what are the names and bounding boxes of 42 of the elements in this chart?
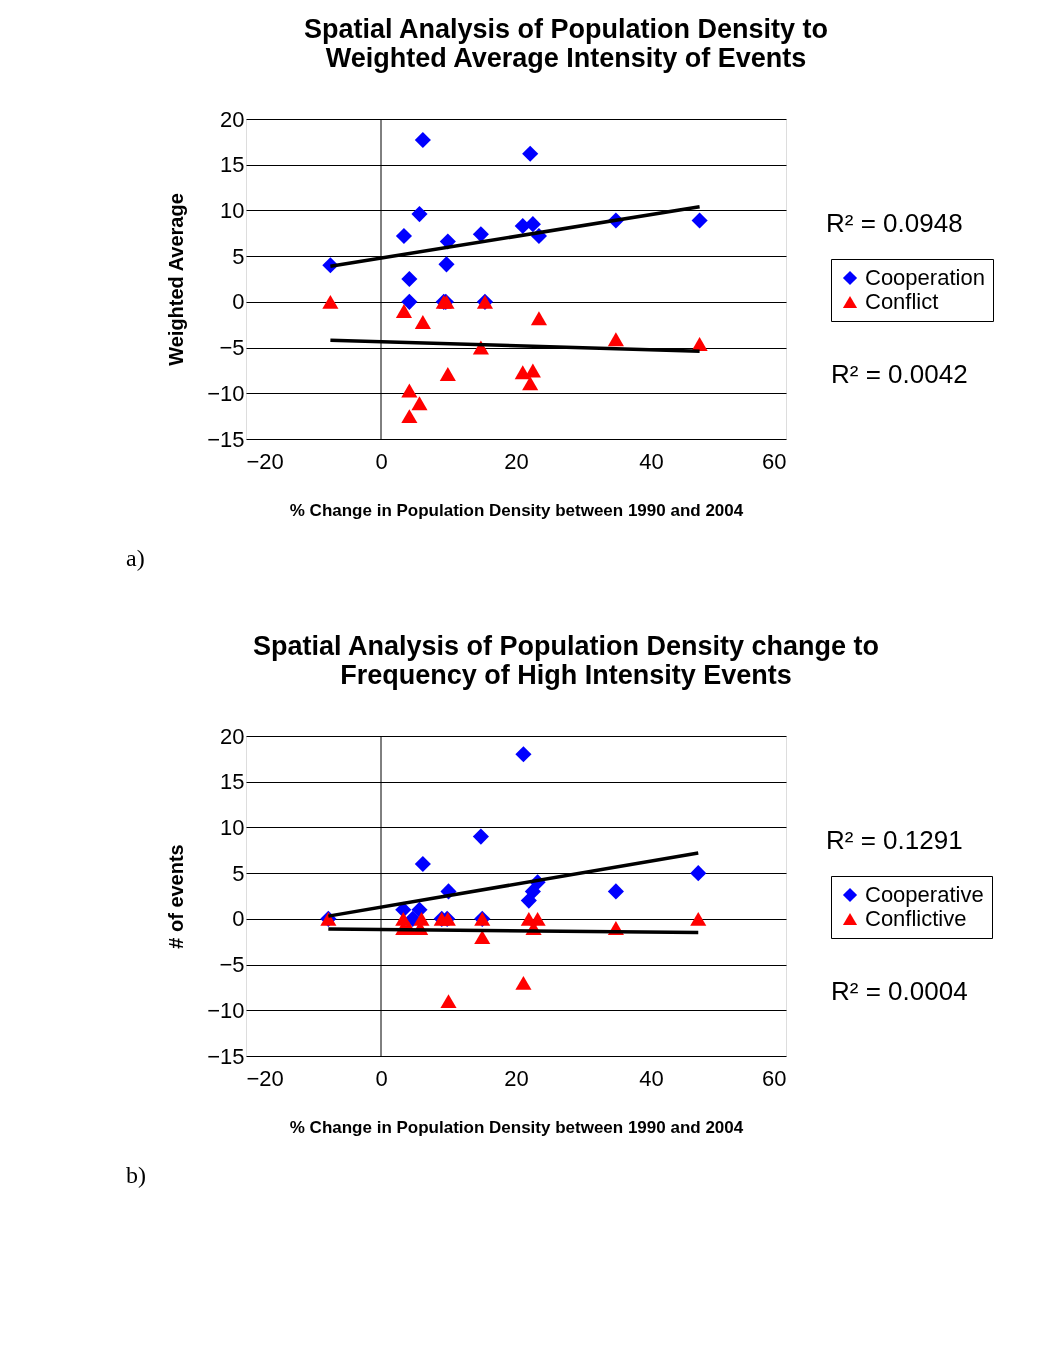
y-axis-title: # of events: [165, 844, 188, 949]
y-tick-label: 15: [220, 152, 245, 178]
text: R² = 0.0948: [826, 208, 963, 238]
legend-label: Conflictive: [865, 906, 967, 931]
x-axis-title: % Change in Population Density between 1990 and 2004: [289, 1117, 744, 1137]
text: R² = 0.1291: [826, 825, 963, 855]
x-tick-label: 60: [762, 448, 787, 474]
x-axis-title: % Change in Population Density between 1990 and 2004: [289, 500, 744, 520]
legend-label: Cooperative: [865, 882, 984, 907]
text: a): [126, 545, 145, 571]
x-tick-label: −20: [246, 448, 284, 474]
y-tick-label: 10: [220, 197, 245, 223]
y-tick-label: −10: [207, 380, 245, 406]
text: b): [126, 1162, 146, 1188]
legend-label: Cooperation: [865, 265, 985, 290]
text: R² = 0.0004: [831, 976, 968, 1006]
x-tick-label: −20: [246, 1065, 284, 1091]
x-tick-label: 0: [375, 448, 388, 474]
y-tick-label: −10: [207, 997, 245, 1023]
chart-title: Spatial Analysis of Population Density to Weighted Average Intensity of Events: [303, 14, 829, 73]
y-tick-label: 5: [232, 243, 245, 269]
text: R² = 0.0042: [831, 359, 968, 389]
x-tick-label: 20: [504, 1065, 529, 1091]
x-tick-label: 20: [504, 448, 529, 474]
y-tick-label: −15: [207, 426, 245, 452]
x-tick-label: 60: [762, 1065, 787, 1091]
y-tick-label: −5: [219, 952, 245, 978]
y-tick-label: 20: [220, 723, 245, 749]
y-tick-label: 10: [220, 814, 245, 840]
y-tick-label: 0: [232, 906, 245, 932]
chart-title: Spatial Analysis of Population Density change to Frequency of High Intensity Events: [252, 631, 880, 690]
x-tick-label: 0: [375, 1065, 388, 1091]
y-tick-label: 20: [220, 106, 245, 132]
y-tick-label: 0: [232, 289, 245, 315]
y-tick-label: 15: [220, 769, 245, 795]
y-tick-label: −5: [219, 335, 245, 361]
y-axis-title: Weighted Average: [165, 193, 188, 366]
y-tick-label: −15: [207, 1043, 245, 1069]
x-tick-label: 40: [639, 448, 664, 474]
x-tick-label: 40: [639, 1065, 664, 1091]
y-tick-label: 5: [232, 860, 245, 886]
legend-label: Conflict: [865, 289, 939, 314]
